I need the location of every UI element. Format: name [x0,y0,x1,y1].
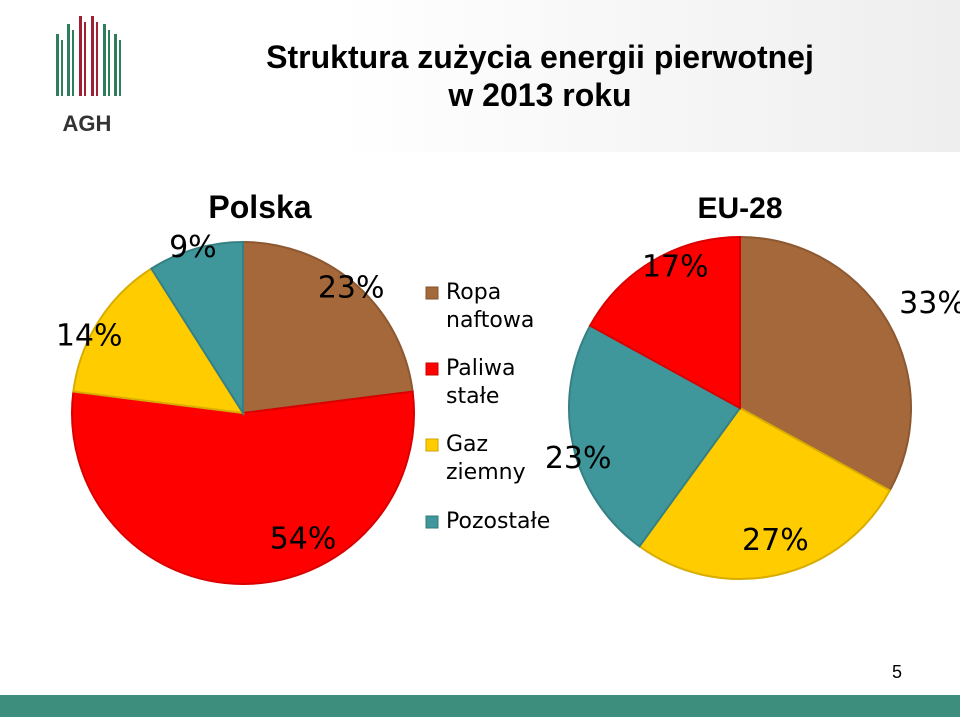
pie-slice [568,324,742,548]
pie-slice [588,235,741,410]
logo-bar [79,16,82,96]
logo-bar [72,30,74,96]
data-label: 23% [545,441,612,476]
logo-bar [96,22,98,96]
legend-label: ziemny [446,460,526,485]
legend-label: Paliwa [446,356,515,381]
slide-number: 5 [891,662,902,682]
pie-slice [242,240,414,415]
legend-swatch [425,515,439,529]
agh-logo: AGH [56,16,121,136]
pie-slice [638,406,892,580]
slide-title: Struktura zużycia energii pierwotnej w 2… [170,38,910,114]
legend-label: Gaz [446,432,488,457]
logo-text: AGH [63,111,112,136]
logo-bar [114,34,117,96]
chart-legend: Ropa naftowa Paliwa stałe Gaz ziemny Pozostałe [425,280,550,534]
legend-label: stałe [446,384,499,409]
data-label: 23% [318,271,385,306]
pie-slice [149,240,244,417]
data-label: 33% [899,286,960,321]
pie-chart-1: EU-28 33% 27% 23% 17% [545,192,960,580]
logo-bar [119,40,121,96]
legend-label: Pozostałe [446,509,550,534]
data-label: 9% [169,230,217,265]
logo-bar [103,24,106,96]
pie-slice [739,235,913,492]
data-label: 14% [56,319,123,354]
pie-title: Polska [208,189,311,225]
data-label: 54% [270,521,337,556]
logo-bar [56,34,59,96]
data-label: 27% [742,523,809,558]
footer-bar [0,695,960,717]
pie-slice [71,390,415,586]
logo-bar [61,40,63,96]
pie-chart-0: Polska 23% 54% 14% 9% [56,189,415,586]
title-line-2: w 2013 roku [448,77,632,113]
logo-bar [108,30,110,96]
pie-slice [72,267,245,415]
pie-title: EU-28 [697,192,782,225]
legend-label: Ropa [446,280,501,305]
slide-header: AGH Struktura zużycia energii pierwotnej… [0,0,960,152]
legend-swatch [425,438,439,452]
legend-swatch [425,362,439,376]
title-line-1: Struktura zużycia energii pierwotnej [266,39,814,75]
legend-label: naftowa [446,308,534,333]
logo-bar [67,24,70,96]
data-label: 17% [642,250,709,285]
logo-bar [84,22,86,96]
legend-swatch [425,286,439,300]
logo-bar [91,16,94,96]
